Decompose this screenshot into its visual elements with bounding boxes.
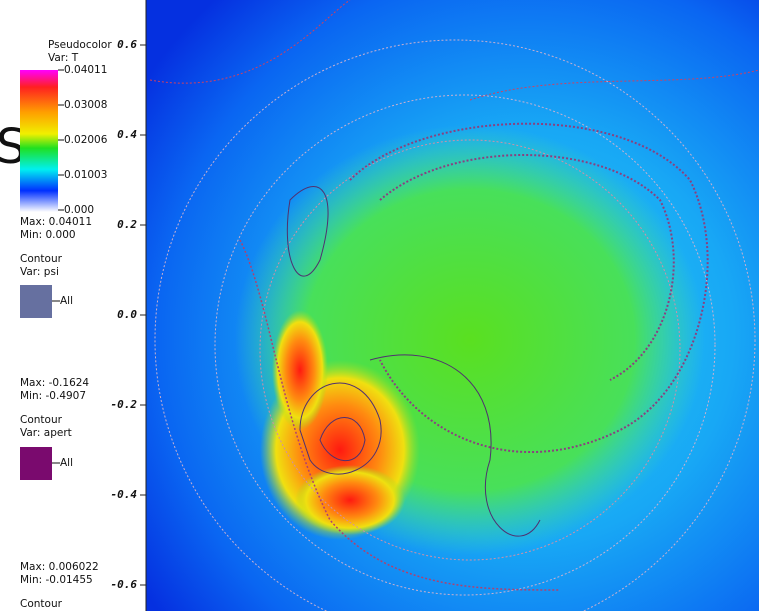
legend-min: Min: -0.01455 xyxy=(20,574,93,586)
legend-swatch xyxy=(20,447,52,480)
y-tick-label: -0.4 xyxy=(111,488,138,501)
legend-max: Max: 0.04011 xyxy=(20,216,92,228)
legend-title: Contour xyxy=(20,598,63,610)
plot xyxy=(146,0,759,611)
legend-swatch xyxy=(20,285,52,318)
legend-max: Max: 0.006022 xyxy=(20,561,99,573)
y-tick-label: 0.6 xyxy=(117,38,137,51)
legend-min: Min: -0.4907 xyxy=(20,390,86,402)
y-tick-label: -0.2 xyxy=(111,398,138,411)
legend-var: Var: T xyxy=(48,52,79,64)
color-bar-label: 0.04011 xyxy=(64,64,107,76)
color-bar-label: 0.02006 xyxy=(64,134,108,146)
legend-label: All xyxy=(60,295,73,307)
y-tick-label: 0.2 xyxy=(117,218,137,231)
color-bar-label: 0.000 xyxy=(64,204,94,216)
legend-min: Min: 0.000 xyxy=(20,229,76,241)
y-tick-label: -0.6 xyxy=(111,578,138,591)
y-tick-label: 0.0 xyxy=(117,308,137,321)
y-tick-label: 0.4 xyxy=(117,128,137,141)
color-bar-label: 0.03008 xyxy=(64,99,107,111)
legend-title: Contour xyxy=(20,253,63,265)
legend-title: Pseudocolor xyxy=(48,39,112,51)
legend-max: Max: -0.1624 xyxy=(20,377,89,389)
color-bar xyxy=(20,70,58,212)
color-bar-label: 0.01003 xyxy=(64,169,107,181)
legend-var: Var: psi xyxy=(20,266,59,278)
legend-title: Contour xyxy=(20,414,63,426)
legend-var: Var: apert xyxy=(20,427,72,439)
legend-label: All xyxy=(60,457,73,469)
